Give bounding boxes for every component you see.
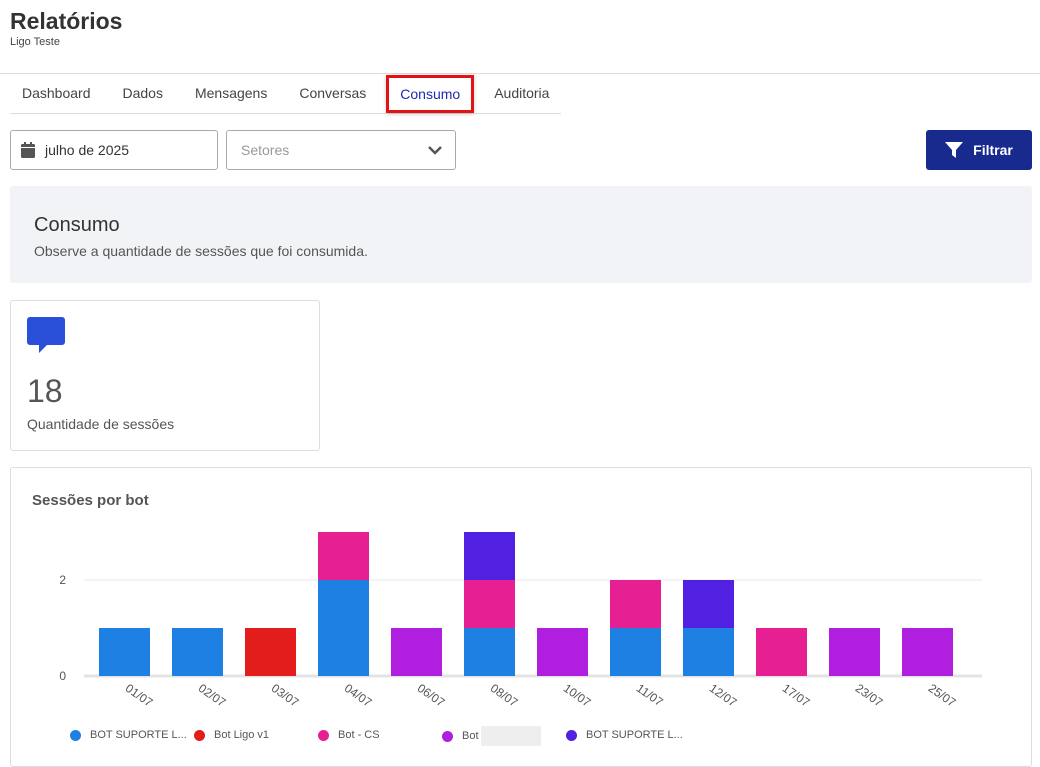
tab-bar: Dashboard Dados Mensagens Conversas Cons… [10, 74, 561, 114]
bar-segment [318, 532, 369, 580]
legend-item[interactable]: BOT SUPORTE L... [70, 729, 187, 741]
bar-segment [464, 532, 515, 580]
legend-label: BOT SUPORTE L... [586, 729, 683, 741]
filter-icon [945, 142, 964, 158]
x-tick-label: 25/07 [926, 681, 959, 710]
bar-segment [245, 628, 296, 676]
x-tick-label: 02/07 [196, 681, 229, 710]
bar-segment [172, 628, 223, 676]
divider [0, 73, 1040, 74]
chevron-down-icon [428, 146, 442, 155]
legend-dot-icon [566, 729, 577, 741]
bar-segment [391, 628, 442, 676]
x-tick-label: 03/07 [269, 681, 302, 710]
x-tick-label: 01/07 [123, 681, 156, 710]
x-tick-label: 08/07 [488, 681, 521, 710]
legend-dot-icon [194, 729, 205, 741]
tab-mensagens[interactable]: Mensagens [194, 85, 268, 101]
chat-bubble-icon [27, 317, 65, 353]
chart-title: Sessões por bot [32, 492, 149, 509]
legend-dot-icon [318, 729, 329, 741]
legend-item[interactable]: Bot Ligo v1 [194, 729, 269, 741]
tab-consumo[interactable]: Consumo [386, 75, 475, 113]
bar-segment [99, 628, 150, 676]
legend-label: BOT SUPORTE L... [90, 729, 187, 741]
bar-segment [610, 580, 661, 628]
legend-item[interactable]: BOT SUPORTE L... [566, 729, 683, 741]
filter-label: Filtrar [973, 142, 1013, 158]
bar-segment [756, 628, 807, 676]
date-picker[interactable]: julho de 2025 [10, 130, 218, 170]
tab-auditoria[interactable]: Auditoria [494, 85, 550, 101]
y-tick-label: 0 [59, 669, 66, 683]
banner-description: Observe a quantidade de sessões que foi … [34, 243, 368, 259]
sessions-count: 18 [27, 373, 63, 409]
page-title: Relatórios [10, 8, 123, 34]
legend-item[interactable]: Bot [442, 726, 541, 746]
x-tick-label: 23/07 [853, 681, 886, 710]
x-tick-label: 12/07 [707, 681, 740, 710]
bar-segment [464, 580, 515, 628]
legend-label: Bot Ligo v1 [214, 729, 270, 741]
redacted-blur [480, 726, 541, 746]
x-tick-label: 11/07 [634, 681, 666, 709]
sessions-label: Quantidade de sessões [27, 416, 175, 432]
tab-dados[interactable]: Dados [122, 85, 163, 101]
x-tick-label: 04/07 [342, 681, 375, 710]
x-tick-label: 06/07 [415, 681, 448, 710]
consumo-banner: Consumo Observe a quantidade de sessões … [10, 186, 1032, 283]
filter-button[interactable]: Filtrar [926, 130, 1032, 170]
tab-conversas[interactable]: Conversas [299, 85, 367, 101]
x-tick-label: 17/07 [780, 681, 813, 710]
legend-dot-icon [442, 730, 453, 742]
sessions-card: 18 Quantidade de sessões [10, 300, 320, 451]
date-value: julho de 2025 [45, 142, 130, 158]
bar-segment [683, 628, 734, 676]
sectors-placeholder: Setores [241, 142, 290, 158]
legend-item[interactable]: Bot - CS [318, 729, 380, 741]
x-tick-label: 10/07 [561, 681, 594, 710]
legend-dot-icon [70, 729, 81, 741]
bar-segment [683, 580, 734, 628]
bar-segment [537, 628, 588, 676]
page-subtitle: Ligo Teste [10, 36, 60, 48]
sectors-select[interactable]: Setores [226, 130, 456, 170]
bar-segment [464, 628, 515, 676]
bar-segment [829, 628, 880, 676]
tab-dashboard[interactable]: Dashboard [22, 85, 91, 101]
banner-title: Consumo [34, 214, 120, 236]
calendar-icon [21, 142, 35, 158]
bar-segment [902, 628, 953, 676]
bar-segment [318, 580, 369, 676]
y-tick-label: 2 [59, 573, 66, 587]
legend-label: Bot - CS [338, 729, 380, 741]
bar-segment [610, 628, 661, 676]
legend-label: Bot [462, 730, 479, 742]
